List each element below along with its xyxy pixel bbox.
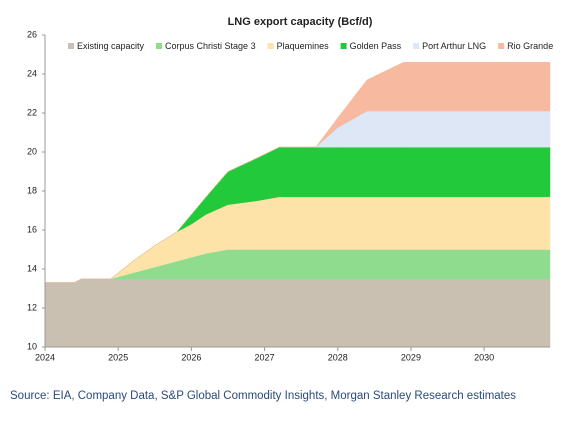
area (45, 62, 551, 283)
y-tick-label: 14 (27, 263, 37, 273)
legend-label: Existing capacity (77, 41, 145, 51)
legend-label: Port Arthur LNG (422, 41, 486, 51)
legend-label: Golden Pass (350, 41, 402, 51)
x-tick-label: 2028 (328, 352, 348, 362)
y-tick-label: 10 (27, 341, 37, 351)
legend-label: Plaquemines (277, 41, 330, 51)
y-tick-label: 18 (27, 185, 37, 195)
x-tick-label: 2025 (108, 352, 128, 362)
x-tick-label: 2024 (35, 352, 55, 362)
chart-title: LNG export capacity (Bcf/d) (228, 16, 373, 28)
y-tick-label: 26 (27, 29, 37, 39)
y-tick-label: 20 (27, 146, 37, 156)
x-tick-label: 2026 (181, 352, 201, 362)
legend-swatch (413, 43, 420, 49)
y-tick-label: 16 (27, 224, 37, 234)
y-tick-label: 24 (27, 68, 37, 78)
legend-swatch (340, 43, 347, 49)
legend-label: Corpus Christi Stage 3 (165, 41, 256, 51)
legend-swatch (68, 43, 74, 49)
area (44, 278, 551, 348)
y-tick-label: 22 (27, 107, 37, 117)
source-note: Source: EIA, Company Data, S&P Global Co… (10, 390, 516, 402)
x-tick-label: 2027 (255, 352, 275, 362)
legend-swatch (498, 43, 505, 49)
legend-label: Rio Grande (507, 41, 553, 51)
area (45, 249, 551, 283)
legend-swatch (156, 43, 163, 49)
x-tick-label: 2030 (474, 352, 494, 362)
x-tick-label: 2029 (401, 352, 421, 362)
y-tick-label: 12 (27, 302, 37, 312)
legend-swatch (267, 43, 274, 49)
